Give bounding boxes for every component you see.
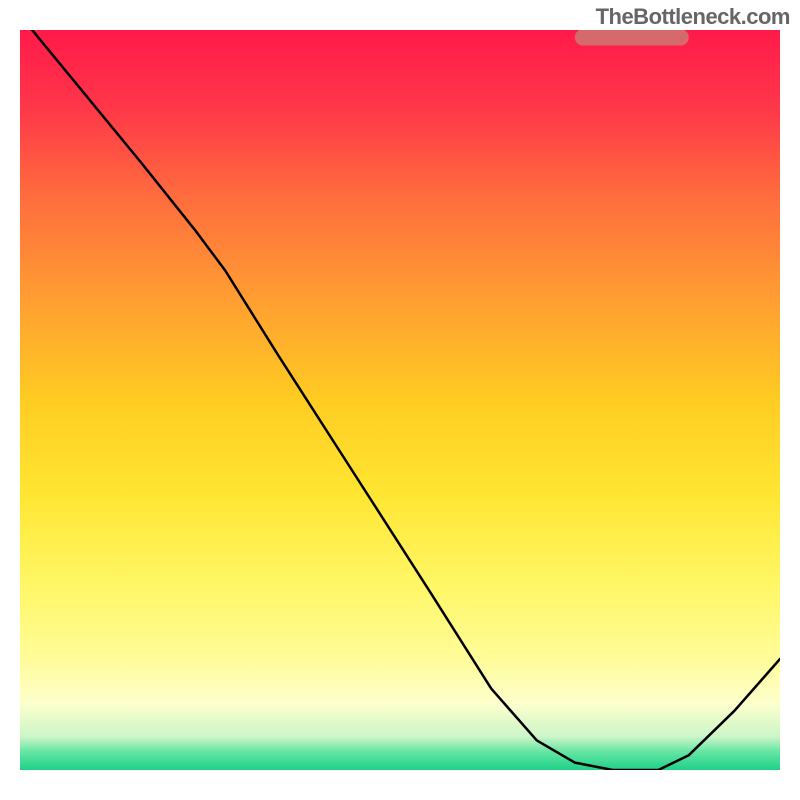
chart-container: TheBottleneck.com — [0, 0, 800, 800]
gradient-background — [20, 30, 780, 770]
optimal-range-marker — [575, 29, 689, 45]
chart-svg — [0, 0, 800, 800]
